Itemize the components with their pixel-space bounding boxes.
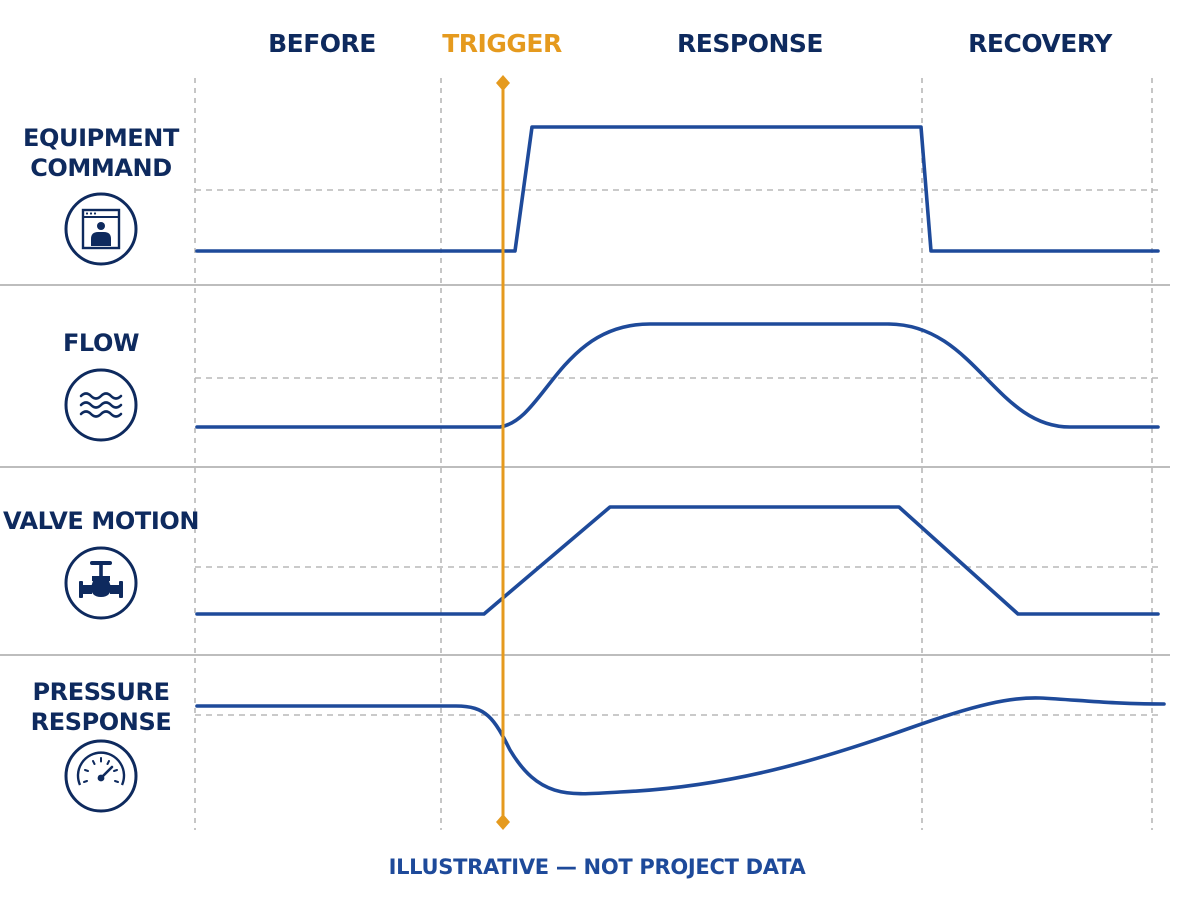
- phase-label-trigger: TRIGGER: [442, 29, 562, 58]
- trigger-marker: [496, 75, 510, 830]
- row-label-flow: FLOW: [63, 329, 139, 357]
- valve-motion-trace: [195, 505, 1160, 616]
- phase-label-recovery: RECOVERY: [968, 29, 1113, 58]
- illustrative-caption: ILLUSTRATIVE — NOT PROJECT DATA: [389, 855, 807, 879]
- row-label-equipment-command-line1: EQUIPMENT: [23, 124, 180, 152]
- flow-trace: [195, 322, 1160, 429]
- wave-flow-icon: [64, 368, 138, 442]
- row-label-equipment-command-line2: COMMAND: [30, 154, 172, 182]
- row-label-pressure-response-line2: RESPONSE: [31, 708, 172, 736]
- row-label-pressure-response-line1: PRESSURE: [32, 678, 169, 706]
- trigger-marker-top-diamond: [496, 75, 510, 91]
- equipment-command-trace: [195, 125, 1160, 253]
- pressure-response-trace: [195, 696, 1166, 796]
- phase-label-response: RESPONSE: [677, 29, 823, 58]
- valve-icon: [64, 546, 138, 620]
- pressure-gauge-icon: [64, 739, 138, 813]
- reference-lines: [195, 189, 1160, 716]
- row-dividers: [0, 284, 1170, 656]
- phase-label-before: BEFORE: [268, 29, 376, 58]
- row-label-valve-motion: VALVE MOTION: [3, 507, 199, 535]
- control-panel-icon: [64, 192, 138, 266]
- trigger-marker-bottom-diamond: [496, 814, 510, 830]
